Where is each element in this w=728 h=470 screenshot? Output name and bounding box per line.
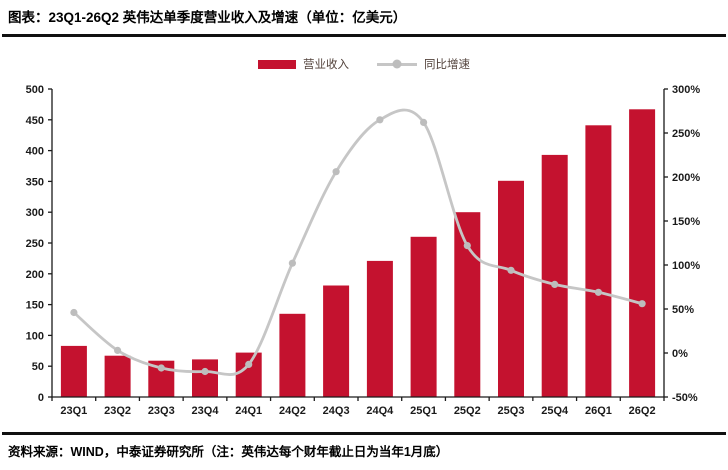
bar-23Q1 <box>60 345 87 397</box>
bar-26Q2 <box>629 109 656 398</box>
svg-text:24Q2: 24Q2 <box>279 405 306 417</box>
svg-text:-50%: -50% <box>672 392 698 404</box>
growth-point-26Q2 <box>638 300 646 308</box>
growth-point-26Q1 <box>594 288 603 296</box>
growth-line-marker-icon <box>377 59 417 69</box>
svg-text:100%: 100% <box>672 260 700 272</box>
svg-text:23Q3: 23Q3 <box>148 405 175 417</box>
svg-text:25Q1: 25Q1 <box>410 405 437 417</box>
svg-text:26Q1: 26Q1 <box>585 405 612 417</box>
svg-text:100: 100 <box>26 330 44 342</box>
chart-legend: 营业收入 同比增速 <box>0 56 728 72</box>
bar-23Q2 <box>104 355 131 397</box>
bar-25Q3 <box>498 180 524 397</box>
growth-point-23Q3 <box>157 364 165 372</box>
svg-text:23Q1: 23Q1 <box>60 405 87 417</box>
svg-text:300: 300 <box>26 207 44 219</box>
growth-point-23Q1 <box>70 308 78 317</box>
svg-text:250: 250 <box>26 238 44 250</box>
bar-25Q2 <box>454 212 481 397</box>
bar-24Q4 <box>366 260 393 397</box>
growth-line <box>72 108 643 376</box>
svg-text:25Q3: 25Q3 <box>498 405 525 417</box>
chart-title: 图表：23Q1-26Q2 英伟达单季度营业收入及增速（单位：亿美元） <box>8 10 407 25</box>
legend-item-revenue: 营业收入 <box>258 56 349 72</box>
growth-point-23Q4 <box>201 367 209 376</box>
growth-point-24Q2 <box>288 259 296 267</box>
legend-revenue-label: 营业收入 <box>303 59 349 71</box>
svg-text:23Q2: 23Q2 <box>104 405 131 417</box>
svg-text:24Q4: 24Q4 <box>366 405 394 417</box>
bar-23Q4 <box>192 359 218 397</box>
svg-text:350: 350 <box>26 176 44 188</box>
svg-text:24Q1: 24Q1 <box>235 405 262 417</box>
svg-text:50: 50 <box>32 361 44 373</box>
svg-text:200%: 200% <box>672 172 700 184</box>
svg-text:250%: 250% <box>672 128 700 140</box>
bar-26Q1 <box>585 125 612 398</box>
revenue-bar-swatch-icon <box>258 59 296 69</box>
svg-text:300%: 300% <box>672 84 700 96</box>
svg-text:25Q4: 25Q4 <box>541 405 569 417</box>
svg-text:150: 150 <box>26 300 44 312</box>
svg-text:200: 200 <box>26 269 44 281</box>
bar-25Q4 <box>541 154 568 397</box>
legend-item-growth: 同比增速 <box>377 56 470 72</box>
growth-point-24Q3 <box>332 168 340 176</box>
footer-divider <box>2 432 726 435</box>
growth-point-25Q3 <box>507 266 515 274</box>
svg-text:400: 400 <box>26 146 44 158</box>
growth-point-25Q4 <box>551 280 559 288</box>
bar-25Q1 <box>410 236 437 397</box>
bar-24Q1 <box>235 352 262 397</box>
revenue-growth-chart: 0 50 100 150 200 250 300 350 400 450 500 -50% 0% 50% 1… <box>26 84 701 417</box>
growth-point-25Q1 <box>420 118 428 126</box>
title-divider <box>2 34 726 37</box>
svg-text:150%: 150% <box>672 216 700 228</box>
svg-text:26Q2: 26Q2 <box>629 405 656 417</box>
svg-text:0: 0 <box>38 392 44 404</box>
svg-text:24Q3: 24Q3 <box>323 405 350 417</box>
svg-text:50%: 50% <box>672 304 694 316</box>
growth-point-25Q2 <box>463 242 471 250</box>
svg-text:23Q4: 23Q4 <box>192 405 220 417</box>
svg-text:500: 500 <box>26 84 44 96</box>
legend-growth-label: 同比增速 <box>424 59 470 71</box>
bar-24Q3 <box>323 285 350 397</box>
growth-point-24Q4 <box>376 116 384 124</box>
source-note: 资料来源：WIND，中泰证券研究所（注：英伟达每个财年截止日为当年1月底） <box>8 445 449 459</box>
growth-point-24Q1 <box>245 360 253 368</box>
svg-text:450: 450 <box>26 115 44 127</box>
growth-point-23Q2 <box>114 346 122 354</box>
svg-text:0%: 0% <box>672 348 688 360</box>
svg-text:25Q2: 25Q2 <box>454 405 481 417</box>
bar-24Q2 <box>279 313 306 397</box>
